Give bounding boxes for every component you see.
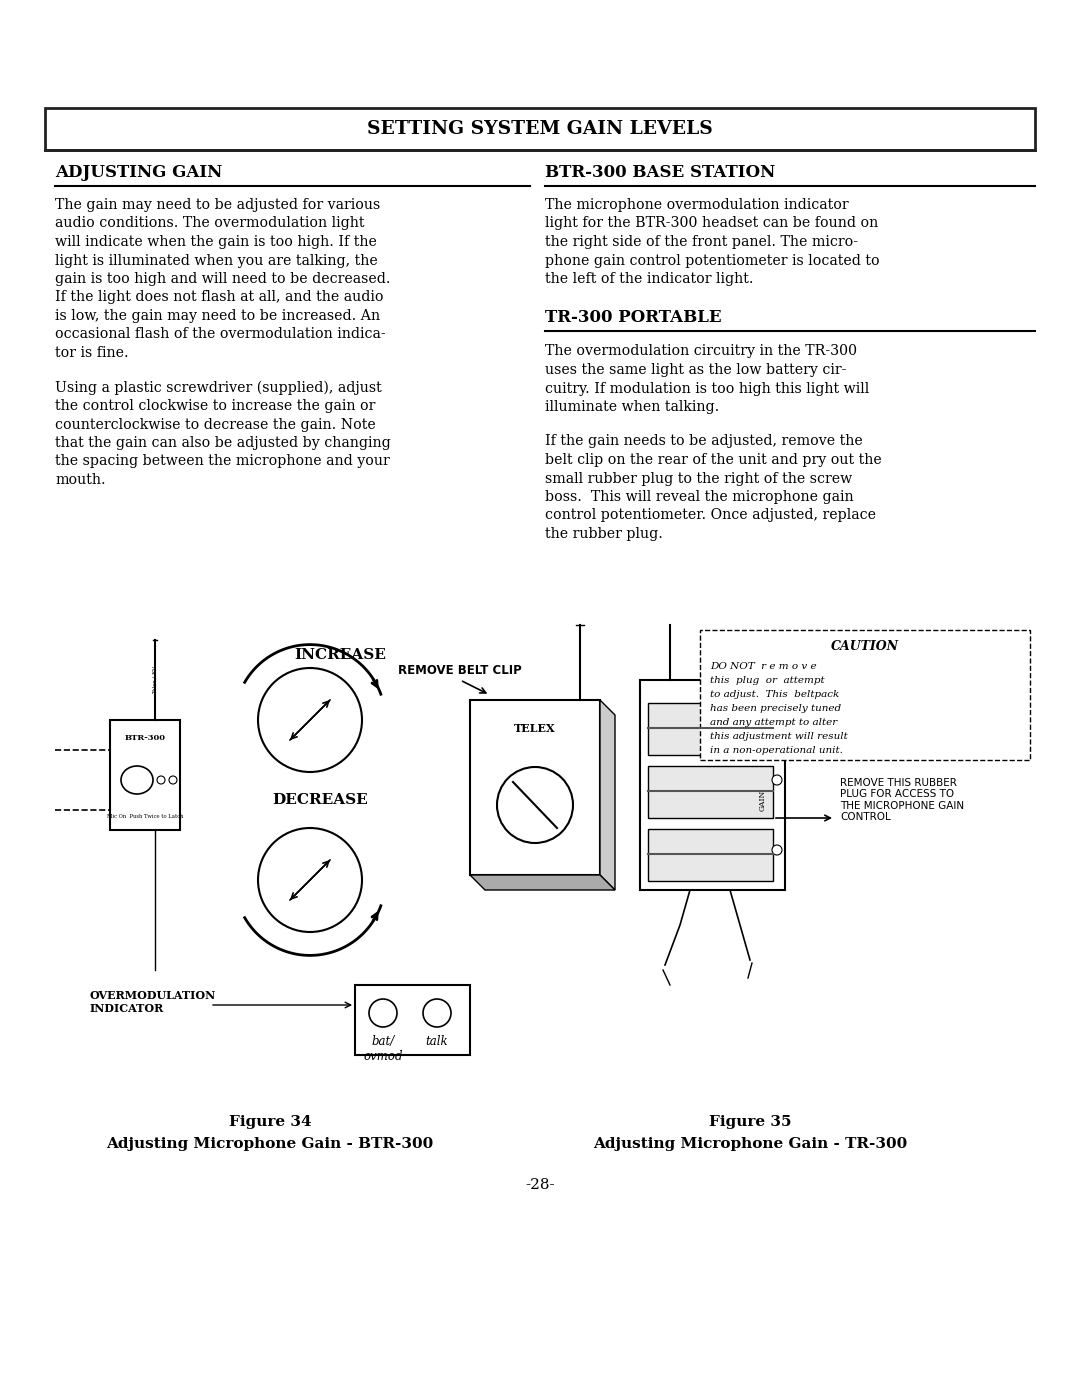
Text: occasional flash of the overmodulation indica-: occasional flash of the overmodulation i… [55, 327, 386, 341]
Text: CAUTION: CAUTION [831, 640, 899, 652]
Text: the left of the indicator light.: the left of the indicator light. [545, 272, 754, 286]
FancyBboxPatch shape [648, 828, 773, 882]
Text: boss.  This will reveal the microphone gain: boss. This will reveal the microphone ga… [545, 490, 853, 504]
Polygon shape [45, 108, 1035, 149]
Text: this adjustment will result: this adjustment will result [710, 732, 848, 740]
Circle shape [497, 767, 573, 842]
Text: phone gain control potentiometer is located to: phone gain control potentiometer is loca… [545, 253, 879, 267]
Text: gain is too high and will need to be decreased.: gain is too high and will need to be dec… [55, 272, 391, 286]
Text: bat/
ovmod: bat/ ovmod [363, 1035, 403, 1063]
Text: REMOVE BELT CLIP: REMOVE BELT CLIP [399, 664, 522, 676]
Text: counterclockwise to decrease the gain. Note: counterclockwise to decrease the gain. N… [55, 418, 376, 432]
Text: the right side of the front panel. The micro-: the right side of the front panel. The m… [545, 235, 858, 249]
Polygon shape [600, 700, 615, 890]
Ellipse shape [121, 766, 153, 793]
FancyBboxPatch shape [640, 680, 785, 890]
Text: If the gain needs to be adjusted, remove the: If the gain needs to be adjusted, remove… [545, 434, 863, 448]
Text: REMOVE THIS RUBBER
PLUG FOR ACCESS TO
THE MICROPHONE GAIN
CONTROL: REMOVE THIS RUBBER PLUG FOR ACCESS TO TH… [840, 778, 964, 823]
Text: will indicate when the gain is too high. If the: will indicate when the gain is too high.… [55, 235, 377, 249]
Text: Figure 34: Figure 34 [229, 1115, 311, 1129]
Text: light for the BTR-300 headset can be found on: light for the BTR-300 headset can be fou… [545, 217, 878, 231]
Text: the control clockwise to increase the gain or: the control clockwise to increase the ga… [55, 400, 376, 414]
Circle shape [168, 775, 177, 784]
Text: and any attempt to alter: and any attempt to alter [710, 718, 837, 726]
Text: audio conditions. The overmodulation light: audio conditions. The overmodulation lig… [55, 217, 365, 231]
FancyBboxPatch shape [355, 985, 470, 1055]
Text: the rubber plug.: the rubber plug. [545, 527, 663, 541]
Circle shape [423, 999, 451, 1027]
Circle shape [258, 668, 362, 773]
Polygon shape [470, 875, 615, 890]
Circle shape [772, 705, 782, 715]
Text: OVERMODULATION
INDICATOR: OVERMODULATION INDICATOR [90, 990, 216, 1014]
Text: Adjusting Microphone Gain - BTR-300: Adjusting Microphone Gain - BTR-300 [106, 1137, 434, 1151]
Text: BTR-300 BASE STATION: BTR-300 BASE STATION [545, 163, 775, 182]
Text: control potentiometer. Once adjusted, replace: control potentiometer. Once adjusted, re… [545, 509, 876, 522]
Text: DO NOT  r e m o v e: DO NOT r e m o v e [710, 662, 816, 671]
Text: If the light does not flash at all, and the audio: If the light does not flash at all, and … [55, 291, 383, 305]
Text: Mic On  Push Twice to Latch: Mic On Push Twice to Latch [107, 814, 184, 820]
Text: in a non-operational unit.: in a non-operational unit. [710, 746, 842, 754]
Text: INCREASE: INCREASE [294, 648, 386, 662]
Text: TR-300 PORTABLE: TR-300 PORTABLE [545, 309, 721, 326]
Text: Adjusting Microphone Gain - TR-300: Adjusting Microphone Gain - TR-300 [593, 1137, 907, 1151]
Text: uses the same light as the low battery cir-: uses the same light as the low battery c… [545, 363, 847, 377]
Text: has been precisely tuned: has been precisely tuned [710, 704, 841, 712]
Circle shape [157, 775, 165, 784]
FancyBboxPatch shape [648, 766, 773, 819]
Text: is low, the gain may need to be increased. An: is low, the gain may need to be increase… [55, 309, 380, 323]
Text: mouth.: mouth. [55, 474, 106, 488]
Text: ADJUSTING GAIN: ADJUSTING GAIN [55, 163, 222, 182]
Text: talk: talk [426, 1035, 448, 1048]
Text: BTR-300: BTR-300 [124, 733, 165, 742]
Text: small rubber plug to the right of the screw: small rubber plug to the right of the sc… [545, 472, 852, 486]
Text: DECREASE: DECREASE [272, 793, 368, 807]
Circle shape [258, 828, 362, 932]
Text: that the gain can also be adjusted by changing: that the gain can also be adjusted by ch… [55, 436, 391, 450]
Text: belt clip on the rear of the unit and pry out the: belt clip on the rear of the unit and pr… [545, 453, 881, 467]
Text: The microphone overmodulation indicator: The microphone overmodulation indicator [545, 198, 849, 212]
Text: Figure 35: Figure 35 [708, 1115, 792, 1129]
FancyBboxPatch shape [110, 719, 180, 830]
FancyBboxPatch shape [470, 700, 600, 875]
Text: the spacing between the microphone and your: the spacing between the microphone and y… [55, 454, 390, 468]
Text: Telex / EV: Telex / EV [152, 666, 158, 694]
Text: light is illuminated when you are talking, the: light is illuminated when you are talkin… [55, 253, 378, 267]
Circle shape [772, 775, 782, 785]
Circle shape [369, 999, 397, 1027]
Circle shape [772, 845, 782, 855]
Text: -28-: -28- [525, 1178, 555, 1192]
Text: to adjust.  This  beltpack: to adjust. This beltpack [710, 690, 839, 698]
Text: The gain may need to be adjusted for various: The gain may need to be adjusted for var… [55, 198, 380, 212]
Text: TELEX: TELEX [514, 722, 556, 733]
FancyBboxPatch shape [648, 703, 773, 754]
Text: tor is fine.: tor is fine. [55, 346, 129, 360]
Text: illuminate when talking.: illuminate when talking. [545, 400, 719, 414]
Text: Using a plastic screwdriver (supplied), adjust: Using a plastic screwdriver (supplied), … [55, 380, 381, 395]
Text: GAIN: GAIN [759, 789, 767, 810]
Text: The overmodulation circuitry in the TR-300: The overmodulation circuitry in the TR-3… [545, 345, 858, 359]
Text: cuitry. If modulation is too high this light will: cuitry. If modulation is too high this l… [545, 381, 869, 395]
Text: this  plug  or  attempt: this plug or attempt [710, 676, 825, 685]
Text: SETTING SYSTEM GAIN LEVELS: SETTING SYSTEM GAIN LEVELS [367, 120, 713, 138]
FancyBboxPatch shape [700, 630, 1030, 760]
